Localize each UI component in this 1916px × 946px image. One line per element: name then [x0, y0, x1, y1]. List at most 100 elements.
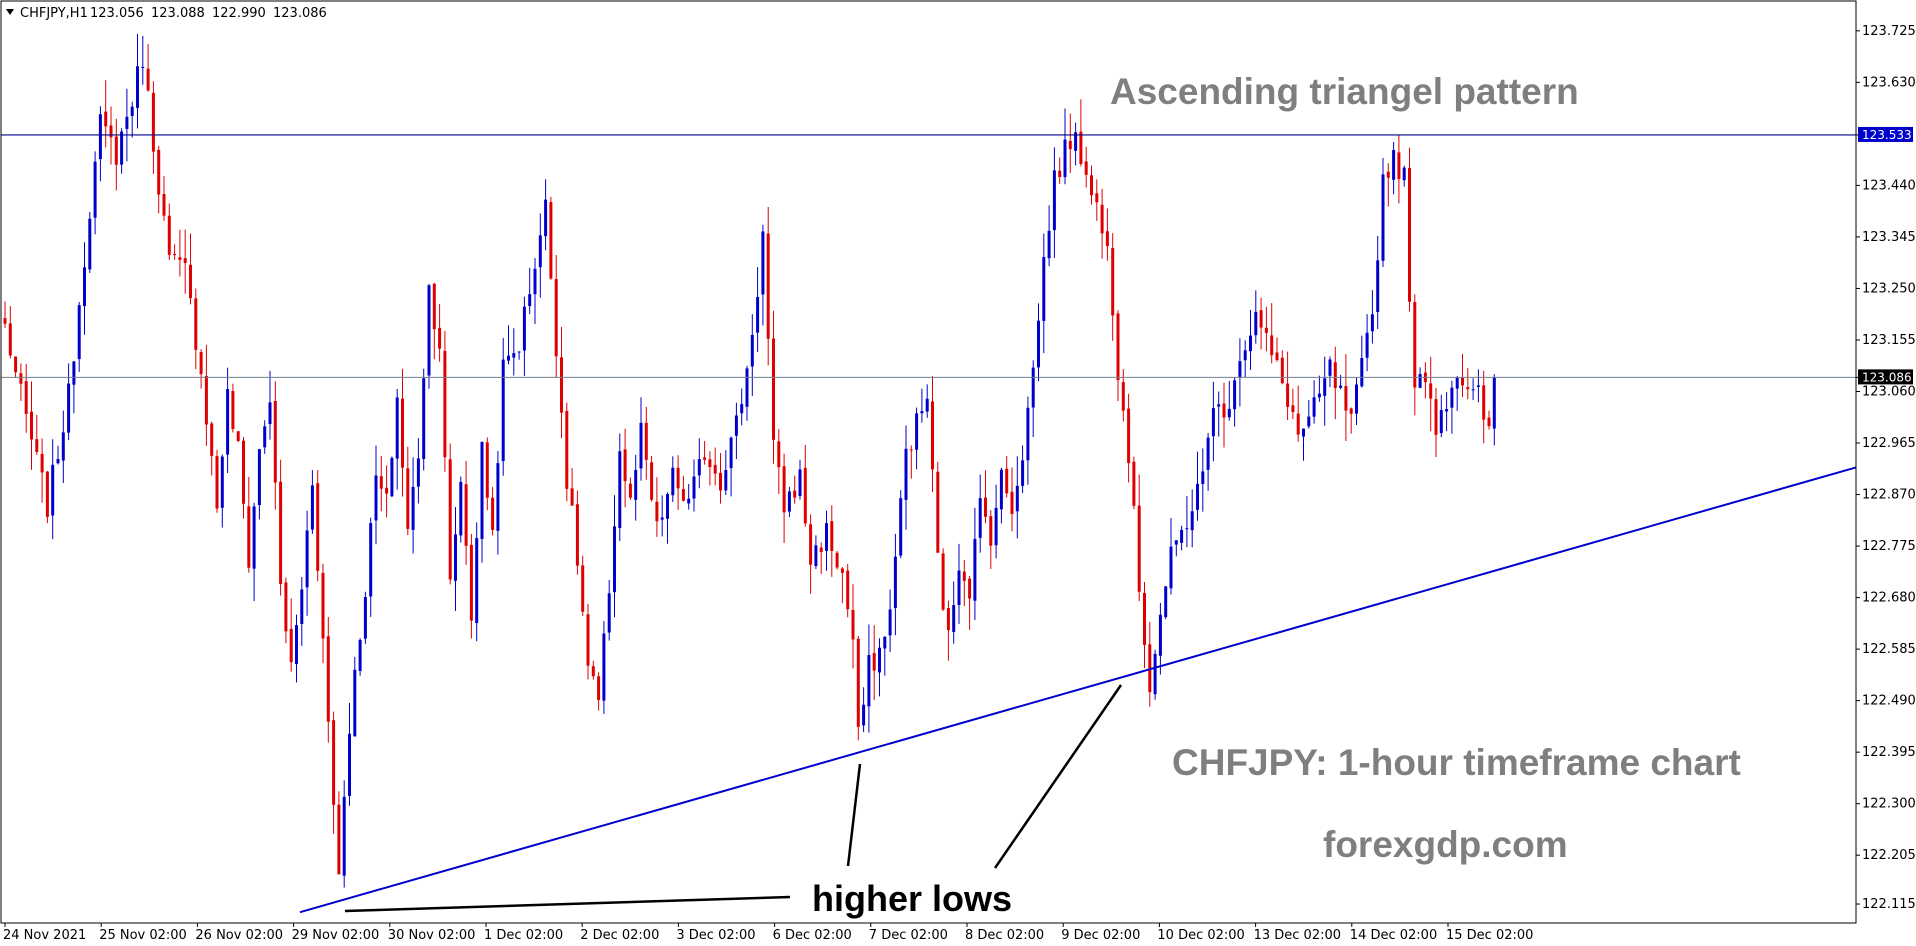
- candle-body: [289, 628, 293, 663]
- candle-body: [1137, 505, 1141, 592]
- candle-body: [305, 530, 309, 588]
- candle-body: [554, 279, 558, 357]
- higher-lows-label: higher lows: [812, 878, 1012, 919]
- candle-body: [279, 481, 283, 585]
- candle-body: [1185, 528, 1189, 530]
- candle-body: [984, 497, 987, 517]
- y-tick-label: 122.490: [1862, 694, 1916, 709]
- candle-body: [1280, 357, 1284, 384]
- candle-body: [925, 398, 929, 412]
- candle-body: [957, 570, 961, 606]
- candle-body: [257, 449, 261, 506]
- candle-body: [93, 161, 97, 218]
- candle-body: [220, 456, 224, 508]
- candle-body: [1487, 417, 1491, 427]
- candle-body: [226, 389, 230, 455]
- candle-body: [406, 468, 410, 529]
- candle-body: [703, 457, 707, 460]
- candle-body: [1482, 385, 1486, 420]
- candle-body: [1365, 332, 1369, 358]
- candle-body: [602, 633, 606, 701]
- candle-body: [1095, 193, 1099, 203]
- candle-body: [1312, 397, 1316, 417]
- candle-body: [618, 451, 622, 528]
- candle-body: [978, 498, 982, 538]
- y-tick-label: 122.115: [1862, 897, 1916, 912]
- candle-body: [729, 437, 733, 469]
- candle-body: [666, 494, 669, 519]
- y-tick-label: 122.300: [1862, 797, 1916, 812]
- plot-frame: [0, 0, 1857, 924]
- y-tick-label: 122.965: [1862, 436, 1916, 451]
- candle-body: [862, 704, 866, 726]
- candle-body: [639, 422, 643, 469]
- candle-body: [464, 484, 468, 546]
- candle-body: [496, 463, 500, 531]
- y-tick-label: 123.155: [1862, 333, 1916, 348]
- candle-body: [533, 268, 537, 295]
- candle-body: [183, 258, 187, 264]
- candle-body: [952, 605, 956, 632]
- candle-body: [353, 669, 357, 737]
- low-value: 122.990: [212, 6, 266, 21]
- candle-body: [591, 666, 595, 677]
- candle-body: [909, 449, 913, 451]
- candle-body: [973, 538, 977, 601]
- high-value: 123.088: [151, 6, 205, 21]
- candle-body: [1227, 408, 1231, 418]
- candle-body: [1079, 131, 1083, 164]
- ascending-trendline: [299, 466, 1857, 914]
- candle-body: [560, 357, 563, 413]
- candle-body: [178, 257, 182, 260]
- candle-body: [1105, 231, 1109, 247]
- candle-body: [756, 296, 760, 333]
- candle-body: [941, 553, 945, 610]
- candle-body: [575, 504, 579, 566]
- candle-body: [1418, 374, 1422, 388]
- candle-body: [581, 565, 585, 612]
- candle-body: [1206, 437, 1210, 470]
- candle-body: [189, 264, 192, 299]
- candle-body: [448, 459, 452, 580]
- candle-body: [946, 608, 950, 631]
- candle-body: [284, 582, 288, 632]
- candle-body: [348, 733, 351, 796]
- candles-group: [3, 33, 1496, 888]
- candle-body: [697, 459, 701, 476]
- candle-body: [607, 593, 611, 633]
- candle-body: [830, 521, 834, 551]
- y-tick-label: 123.725: [1862, 24, 1916, 39]
- candle-body: [45, 471, 49, 517]
- candle-body: [1005, 468, 1009, 494]
- candle-body: [136, 66, 139, 108]
- y-tick-label: 122.680: [1862, 591, 1916, 606]
- candle-body: [194, 298, 198, 350]
- candle-body: [300, 589, 304, 624]
- candle-body: [1466, 387, 1470, 390]
- candle-body: [814, 545, 818, 567]
- candle-body: [157, 149, 161, 195]
- candle-body: [544, 199, 548, 237]
- candle-body: [310, 485, 314, 530]
- candle-body: [1323, 378, 1327, 396]
- candle-body: [77, 305, 81, 360]
- candle-body: [146, 68, 150, 91]
- x-axis: 24 Nov 2021 25 Nov 02:00 26 Nov 02:00 29 No…: [3, 923, 1533, 943]
- candle-body: [1042, 257, 1046, 321]
- candle-body: [989, 516, 993, 546]
- candle-body: [263, 426, 267, 448]
- candle-body: [1015, 485, 1019, 512]
- candle-body: [1386, 171, 1390, 178]
- candle-body: [1052, 170, 1056, 231]
- candle-body: [151, 92, 155, 152]
- candle-body: [1286, 383, 1290, 407]
- candle-body: [1333, 362, 1337, 389]
- candle-body: [385, 487, 389, 494]
- candle-body: [1174, 540, 1178, 545]
- x-tick-label: 26 Nov 02:00: [195, 928, 283, 943]
- pointer-line-2: [846, 763, 862, 867]
- candle-body: [1143, 592, 1146, 645]
- candle-body: [1031, 367, 1035, 408]
- candle-body: [231, 391, 235, 430]
